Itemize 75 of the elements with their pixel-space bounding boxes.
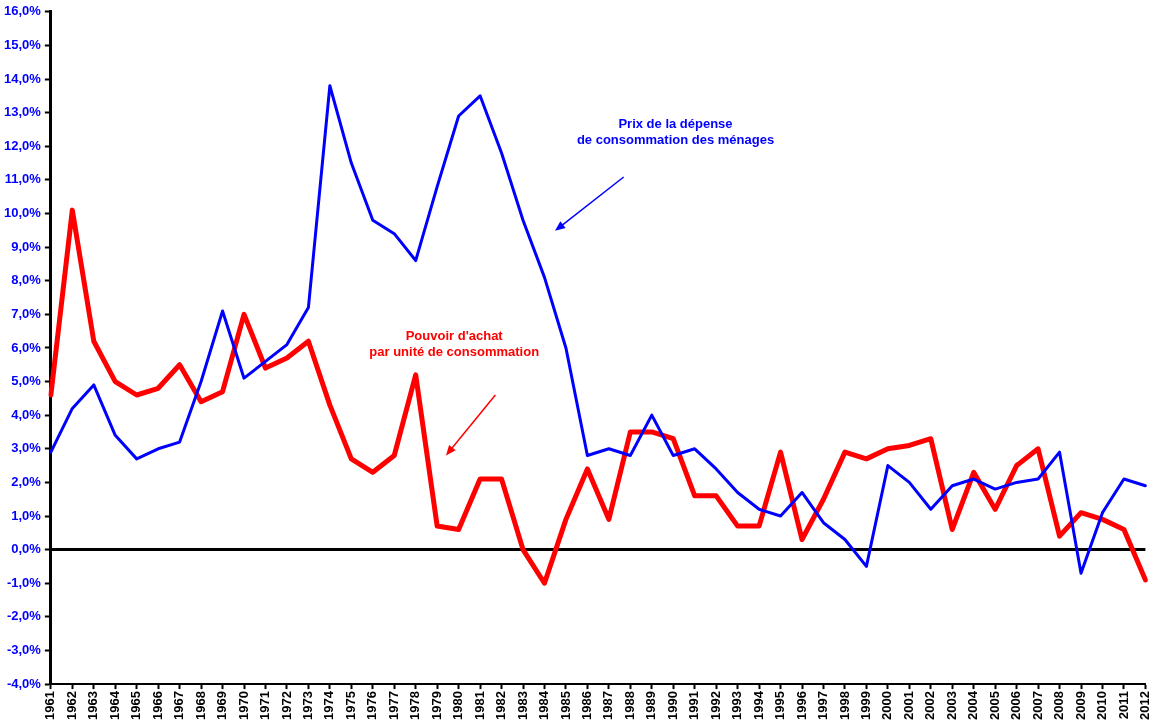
x-tick-label: 1998 — [836, 691, 852, 720]
y-tick-label: 10,0% — [3, 205, 42, 221]
x-tick-label: 1961 — [42, 691, 58, 720]
x-tick-label: 2011 — [1115, 691, 1131, 720]
y-tick-label: 11,0% — [4, 171, 42, 187]
x-tick-label: 2002 — [922, 691, 938, 720]
x-tick-label: 1991 — [686, 691, 702, 720]
x-tick-label: 1963 — [85, 691, 101, 720]
y-tick-label: 14,0% — [3, 70, 42, 86]
x-tick-label: 1981 — [471, 691, 487, 720]
x-tick-label: 1988 — [621, 691, 637, 720]
x-tick-label: 2003 — [943, 691, 959, 720]
x-tick-label: 1967 — [171, 691, 187, 720]
x-tick-label: 1976 — [364, 691, 380, 720]
y-tick-label: 9,0% — [11, 238, 42, 254]
x-tick-label: 1996 — [793, 691, 809, 720]
x-tick-label: 1968 — [192, 691, 208, 720]
y-tick-label: 16,0% — [3, 3, 42, 19]
x-tick-label: 1962 — [63, 691, 79, 720]
y-tick-label: 8,0% — [11, 272, 42, 288]
y-tick-label: -2,0% — [6, 608, 42, 624]
x-tick-label: 1980 — [450, 691, 466, 720]
x-tick-label: 1975 — [342, 691, 358, 720]
x-tick-label: 1979 — [428, 691, 444, 720]
text: Prix de la dépense de consommation des ménages — [576, 116, 775, 148]
x-tick-label: 1990 — [664, 691, 680, 720]
text: Pouvoir d'achat par unité de consommation — [369, 327, 540, 360]
x-tick-label: 1992 — [707, 691, 723, 720]
x-tick-label: 1978 — [407, 691, 423, 720]
x-tick-label: 1971 — [257, 691, 273, 720]
y-tick-label: 0,0% — [11, 541, 42, 557]
x-tick-label: 1965 — [128, 691, 144, 720]
y-tick-label: 1,0% — [11, 507, 42, 523]
x-tick-label: 1982 — [493, 691, 509, 720]
x-tick-label: 1984 — [536, 690, 552, 720]
y-tick-label: 3,0% — [11, 440, 42, 456]
x-tick-label: 1989 — [643, 691, 659, 720]
y-tick-label: 7,0% — [11, 305, 42, 321]
x-tick-label: 1999 — [857, 691, 873, 720]
y-tick-label: 5,0% — [11, 373, 42, 389]
x-tick-label: 1972 — [278, 691, 294, 720]
y-tick-label: -3,0% — [6, 642, 42, 658]
x-tick-label: 1964 — [106, 690, 122, 720]
x-tick-label: 2006 — [1008, 691, 1024, 720]
x-tick-label: 1995 — [772, 691, 788, 720]
x-tick-label: 2000 — [879, 691, 895, 720]
x-tick-label: 1970 — [235, 691, 251, 720]
x-tick-label: 2012 — [1136, 691, 1152, 720]
x-tick-label: 1997 — [815, 691, 831, 720]
x-tick-label: 1977 — [385, 691, 401, 720]
x-tick-label: 1994 — [750, 690, 766, 720]
x-tick-label: 2007 — [1029, 691, 1045, 720]
x-tick-label: 2001 — [900, 691, 916, 720]
x-tick-label: 2005 — [986, 691, 1002, 720]
x-tick-label: 1966 — [149, 691, 165, 720]
x-tick-label: 1973 — [299, 691, 315, 720]
y-tick-label: 4,0% — [11, 406, 42, 422]
x-tick-label: 2008 — [1051, 691, 1067, 720]
x-tick-label: 2009 — [1072, 691, 1088, 720]
x-tick-label: 1987 — [600, 691, 616, 720]
x-tick-label: 1985 — [557, 691, 573, 720]
x-tick-label: 1993 — [729, 691, 745, 720]
x-tick-label: 1974 — [321, 690, 337, 720]
y-tick-label: -1,0% — [6, 574, 42, 590]
y-tick-label: -4,0% — [6, 675, 42, 691]
y-tick-label: 2,0% — [11, 473, 42, 489]
y-tick-label: 6,0% — [11, 339, 42, 355]
x-tick-label: 1983 — [514, 691, 530, 720]
x-tick-label: 1986 — [578, 691, 594, 720]
x-tick-label: 2010 — [1094, 691, 1110, 720]
x-tick-label: 2004 — [965, 690, 981, 720]
x-tick-label: 1969 — [214, 691, 230, 720]
y-tick-label: 12,0% — [3, 137, 42, 153]
y-tick-label: 13,0% — [3, 104, 42, 120]
y-tick-label: 15,0% — [3, 36, 42, 52]
